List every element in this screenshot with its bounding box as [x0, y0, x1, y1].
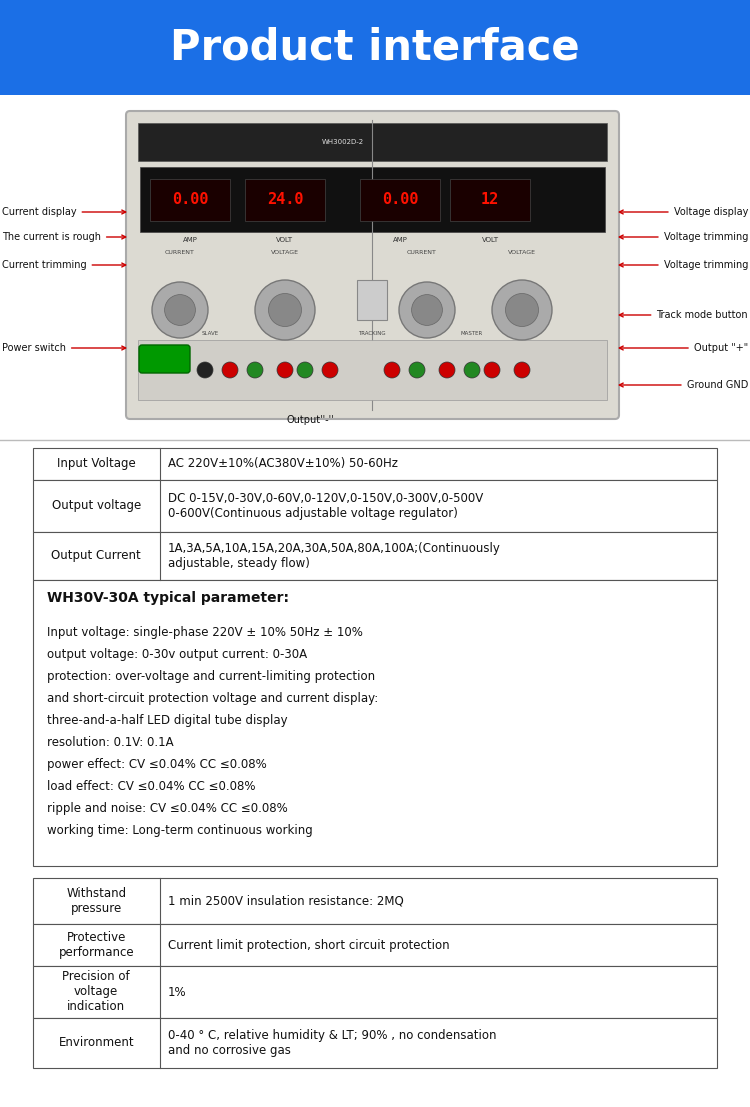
- Text: CURRENT: CURRENT: [165, 250, 195, 255]
- Text: Input voltage: single-phase 220V ± 10% 50Hz ± 10%: Input voltage: single-phase 220V ± 10% 5…: [47, 625, 363, 639]
- Text: Track mode button: Track mode button: [620, 310, 748, 320]
- Circle shape: [492, 280, 552, 340]
- Text: The current is rough: The current is rough: [2, 232, 126, 242]
- Text: 1A,3A,5A,10A,15A,20A,30A,50A,80A,100A;(Continuously
adjustable, steady flow): 1A,3A,5A,10A,15A,20A,30A,50A,80A,100A;(C…: [167, 542, 500, 570]
- FancyBboxPatch shape: [126, 111, 619, 420]
- Text: 24.0: 24.0: [267, 192, 303, 207]
- Text: Output "+": Output "+": [620, 343, 748, 353]
- Circle shape: [464, 362, 480, 377]
- Bar: [140, 167, 605, 232]
- Text: VOLTAGE: VOLTAGE: [508, 250, 536, 255]
- Bar: [33, 924, 717, 966]
- Text: Current limit protection, short circuit protection: Current limit protection, short circuit …: [167, 939, 449, 952]
- Bar: [33, 580, 717, 866]
- Text: Protective
performance: Protective performance: [58, 931, 134, 959]
- Text: VOLT: VOLT: [277, 237, 293, 244]
- Circle shape: [247, 362, 263, 377]
- Circle shape: [322, 362, 338, 377]
- FancyBboxPatch shape: [139, 345, 190, 373]
- Circle shape: [384, 362, 400, 377]
- Text: Input Voltage: Input Voltage: [57, 457, 136, 470]
- Text: Voltage trimming: Voltage trimming: [620, 232, 748, 242]
- Text: power effect: CV ≤0.04% CC ≤0.08%: power effect: CV ≤0.04% CC ≤0.08%: [47, 758, 267, 770]
- Text: working time: Long-term continuous working: working time: Long-term continuous worki…: [47, 824, 313, 837]
- Bar: [0, 0, 750, 95]
- Circle shape: [197, 362, 213, 377]
- Text: and short-circuit protection voltage and current display:: and short-circuit protection voltage and…: [47, 692, 378, 705]
- Text: load effect: CV ≤0.04% CC ≤0.08%: load effect: CV ≤0.04% CC ≤0.08%: [47, 780, 256, 793]
- Text: Precision of
voltage
indication: Precision of voltage indication: [62, 971, 130, 1014]
- Text: 0-40 ° C, relative humidity & LT; 90% , no condensation
and no corrosive gas: 0-40 ° C, relative humidity & LT; 90% , …: [167, 1030, 496, 1057]
- Bar: [138, 340, 607, 400]
- Text: Output Current: Output Current: [52, 549, 141, 562]
- Text: resolution: 0.1V: 0.1A: resolution: 0.1V: 0.1A: [47, 736, 173, 749]
- Circle shape: [277, 362, 293, 377]
- Text: Current trimming: Current trimming: [2, 260, 126, 270]
- Text: Withstand
pressure: Withstand pressure: [66, 887, 126, 915]
- Text: VOLT: VOLT: [482, 237, 499, 244]
- Text: Current display: Current display: [2, 207, 126, 217]
- Bar: [33, 1018, 717, 1068]
- Text: 12: 12: [481, 192, 500, 207]
- Circle shape: [164, 294, 196, 325]
- Circle shape: [399, 282, 455, 338]
- Text: Power switch: Power switch: [2, 343, 126, 353]
- Text: SLAVE: SLAVE: [202, 331, 218, 337]
- Bar: [33, 532, 717, 580]
- Text: output voltage: 0-30v output current: 0-30A: output voltage: 0-30v output current: 0-…: [47, 648, 308, 661]
- Text: AMP: AMP: [392, 237, 407, 244]
- Bar: [150, 178, 230, 220]
- Circle shape: [268, 293, 302, 327]
- Bar: [33, 966, 717, 1018]
- Circle shape: [409, 362, 425, 377]
- Circle shape: [412, 294, 442, 325]
- Circle shape: [152, 282, 208, 338]
- Text: WH3002D-2: WH3002D-2: [322, 139, 364, 145]
- Bar: [357, 280, 387, 320]
- Text: ripple and noise: CV ≤0.04% CC ≤0.08%: ripple and noise: CV ≤0.04% CC ≤0.08%: [47, 801, 288, 815]
- Circle shape: [297, 362, 313, 377]
- Circle shape: [255, 280, 315, 340]
- Bar: [138, 123, 607, 161]
- Circle shape: [514, 362, 530, 377]
- Bar: [33, 878, 717, 924]
- Bar: [33, 448, 717, 480]
- Text: 0.00: 0.00: [172, 192, 208, 207]
- Text: 1%: 1%: [167, 985, 186, 999]
- Text: Voltage display: Voltage display: [620, 207, 748, 217]
- Text: three-and-a-half LED digital tube display: three-and-a-half LED digital tube displa…: [47, 714, 288, 727]
- Circle shape: [439, 362, 455, 377]
- Text: DC 0-15V,0-30V,0-60V,0-120V,0-150V,0-300V,0-500V
0-600V(Continuous adjustable vo: DC 0-15V,0-30V,0-60V,0-120V,0-150V,0-300…: [167, 492, 483, 520]
- Text: Environment: Environment: [58, 1036, 134, 1049]
- Bar: [360, 178, 440, 220]
- Text: WH30V-30A typical parameter:: WH30V-30A typical parameter:: [47, 591, 289, 606]
- Text: TRACKING: TRACKING: [358, 331, 386, 337]
- Bar: [450, 178, 530, 220]
- Text: Ground GND: Ground GND: [620, 380, 748, 390]
- Bar: [245, 178, 325, 220]
- Text: Output''-'': Output''-'': [286, 415, 334, 425]
- Bar: [33, 480, 717, 532]
- Text: AC 220V±10%(AC380V±10%) 50-60Hz: AC 220V±10%(AC380V±10%) 50-60Hz: [167, 457, 398, 470]
- Text: CURRENT: CURRENT: [407, 250, 437, 255]
- Text: AMP: AMP: [182, 237, 197, 244]
- Circle shape: [484, 362, 500, 377]
- Bar: [0, 95, 750, 439]
- Text: protection: over-voltage and current-limiting protection: protection: over-voltage and current-lim…: [47, 670, 375, 683]
- Text: Output voltage: Output voltage: [52, 499, 141, 513]
- Circle shape: [222, 362, 238, 377]
- Text: Product interface: Product interface: [170, 27, 580, 69]
- Text: 0.00: 0.00: [382, 192, 419, 207]
- Text: Voltage trimming: Voltage trimming: [620, 260, 748, 270]
- Text: MASTER: MASTER: [460, 331, 483, 337]
- Text: VOLTAGE: VOLTAGE: [271, 250, 299, 255]
- Circle shape: [506, 293, 538, 327]
- Text: 1 min 2500V insulation resistance: 2MQ: 1 min 2500V insulation resistance: 2MQ: [167, 894, 404, 908]
